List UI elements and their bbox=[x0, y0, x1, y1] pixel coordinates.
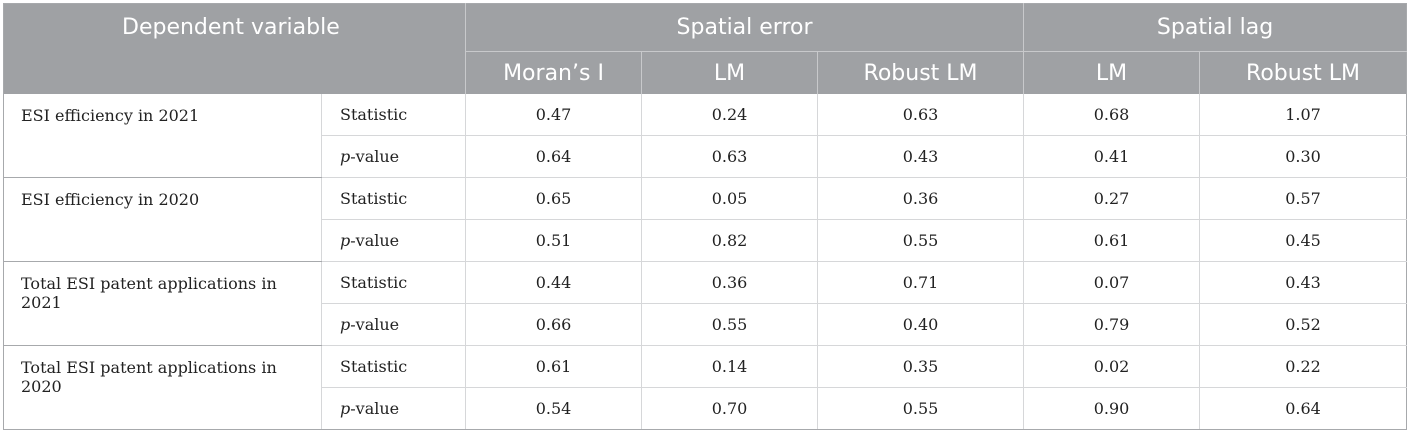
p-value-cell: 0.52 bbox=[1199, 303, 1407, 346]
statistic-value-cell: 0.22 bbox=[1199, 345, 1407, 388]
p-value-cell: 0.43 bbox=[817, 135, 1024, 178]
spatial-lag-header: Spatial lag bbox=[1023, 3, 1407, 52]
spatial-diagnostics-table: Dependent variable Spatial error Spatial… bbox=[3, 3, 1408, 430]
p-value-label-italic-p: p bbox=[340, 399, 351, 418]
p-value-cell: 0.51 bbox=[465, 219, 642, 262]
p-value-cell: 0.54 bbox=[465, 387, 642, 430]
spatial-error-header: Spatial error bbox=[465, 3, 1024, 52]
statistic-label: Statistic bbox=[320, 94, 466, 136]
p-value-label-italic-p: p bbox=[340, 147, 351, 166]
p-value-cell: 0.90 bbox=[1023, 387, 1200, 430]
statistic-value-cell: 0.71 bbox=[817, 261, 1024, 304]
dependent-variable-cell: Total ESI patent applications in 2020 bbox=[3, 345, 322, 430]
statistic-value-cell: 1.07 bbox=[1199, 94, 1407, 136]
statistic-value-cell: 0.61 bbox=[465, 345, 642, 388]
statistic-value-cell: 0.14 bbox=[641, 345, 818, 388]
statistic-value-cell: 0.63 bbox=[817, 94, 1024, 136]
p-value-cell: 0.64 bbox=[1199, 387, 1407, 430]
p-value-cell: 0.40 bbox=[817, 303, 1024, 346]
p-value-label-suffix: -value bbox=[350, 315, 400, 334]
p-value-cell: 0.55 bbox=[817, 219, 1024, 262]
table-row: Total ESI patent applications in 2021 Sta… bbox=[3, 261, 1407, 346]
table-row: ESI efficiency in 2020 Statistic 0.65 0.05 0… bbox=[3, 177, 1407, 262]
statistic-label: Statistic bbox=[320, 177, 466, 220]
statistic-value-cell: 0.65 bbox=[465, 177, 642, 220]
table-row: p-value 0.64 0.63 0.43 0.41 0.30 bbox=[4, 135, 1407, 178]
dependent-variable-cell: ESI efficiency in 2020 bbox=[3, 177, 322, 262]
statistic-label: Statistic bbox=[320, 345, 466, 388]
robust-lm-error-header: Robust LM bbox=[817, 51, 1024, 94]
p-value-label-italic-p: p bbox=[340, 315, 351, 334]
statistic-value-cell: 0.68 bbox=[1023, 94, 1200, 136]
dependent-variable-header: Dependent variable bbox=[3, 3, 466, 94]
p-value-label: p-value bbox=[320, 219, 466, 262]
p-value-cell: 0.70 bbox=[641, 387, 818, 430]
table-header: Dependent variable Spatial error Spatial… bbox=[3, 3, 1407, 94]
statistic-value-cell: 0.47 bbox=[465, 94, 642, 136]
statistic-value-cell: 0.57 bbox=[1199, 177, 1407, 220]
p-value-label-suffix: -value bbox=[350, 231, 400, 250]
table-body: ESI efficiency in 2021 Statistic 0.47 0.24 0… bbox=[3, 94, 1407, 430]
p-value-cell: 0.55 bbox=[641, 303, 818, 346]
p-value-label-suffix: -value bbox=[350, 399, 400, 418]
statistic-value-cell: 0.36 bbox=[817, 177, 1024, 220]
p-value-label: p-value bbox=[320, 135, 466, 178]
p-value-label-suffix: -value bbox=[350, 147, 400, 166]
statistic-value-cell: 0.36 bbox=[641, 261, 818, 304]
table-row: p-value 0.54 0.70 0.55 0.90 0.64 bbox=[4, 387, 1407, 430]
p-value-label: p-value bbox=[320, 303, 466, 346]
robust-lm-lag-header: Robust LM bbox=[1199, 51, 1407, 94]
p-value-label: p-value bbox=[320, 387, 466, 430]
statistic-value-cell: 0.07 bbox=[1023, 261, 1200, 304]
lm-error-header: LM bbox=[641, 51, 818, 94]
statistic-value-cell: 0.05 bbox=[641, 177, 818, 220]
p-value-cell: 0.55 bbox=[817, 387, 1024, 430]
p-value-cell: 0.82 bbox=[641, 219, 818, 262]
table-row: p-value 0.66 0.55 0.40 0.79 0.52 bbox=[4, 303, 1407, 346]
dependent-variable-cell: Total ESI patent applications in 2021 bbox=[3, 261, 322, 346]
p-value-cell: 0.79 bbox=[1023, 303, 1200, 346]
table-row: Total ESI patent applications in 2020 Sta… bbox=[3, 345, 1407, 430]
lm-lag-header: LM bbox=[1023, 51, 1200, 94]
statistic-value-cell: 0.02 bbox=[1023, 345, 1200, 388]
p-value-cell: 0.41 bbox=[1023, 135, 1200, 178]
p-value-cell: 0.30 bbox=[1199, 135, 1407, 178]
p-value-cell: 0.61 bbox=[1023, 219, 1200, 262]
p-value-cell: 0.45 bbox=[1199, 219, 1407, 262]
dependent-variable-cell: ESI efficiency in 2021 bbox=[3, 94, 322, 178]
p-value-cell: 0.63 bbox=[641, 135, 818, 178]
statistic-value-cell: 0.24 bbox=[641, 94, 818, 136]
p-value-cell: 0.66 bbox=[465, 303, 642, 346]
statistic-value-cell: 0.27 bbox=[1023, 177, 1200, 220]
statistic-label: Statistic bbox=[320, 261, 466, 304]
statistic-value-cell: 0.35 bbox=[817, 345, 1024, 388]
statistic-value-cell: 0.44 bbox=[465, 261, 642, 304]
p-value-cell: 0.64 bbox=[465, 135, 642, 178]
results-table-container: Dependent variable Spatial error Spatial… bbox=[3, 3, 1408, 430]
table-row: p-value 0.51 0.82 0.55 0.61 0.45 bbox=[4, 219, 1407, 262]
morans-i-header: Moran’s I bbox=[465, 51, 642, 94]
statistic-value-cell: 0.43 bbox=[1199, 261, 1407, 304]
p-value-label-italic-p: p bbox=[340, 231, 351, 250]
table-row: ESI efficiency in 2021 Statistic 0.47 0.24 0… bbox=[3, 94, 1407, 178]
